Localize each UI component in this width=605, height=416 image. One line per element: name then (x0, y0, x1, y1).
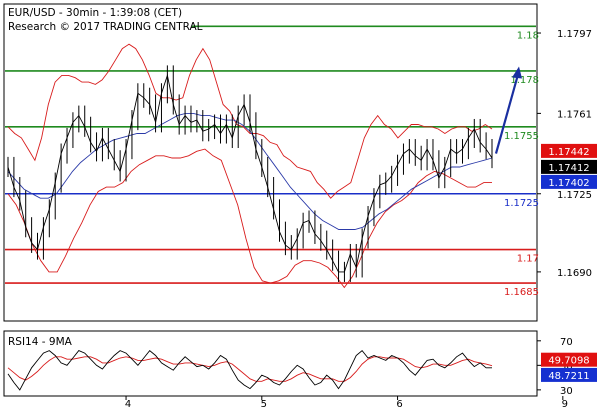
level-label: 1.1725 (504, 198, 539, 209)
time-tick-label: 5 (261, 399, 267, 410)
rsi-tick-label: 30 (560, 386, 573, 397)
level-label: 1.17 (517, 254, 539, 265)
price-tick-label: 1.1797 (557, 29, 592, 40)
time-axis: 456910 (125, 396, 568, 410)
level-label: 1.178 (510, 75, 539, 86)
rsi-panel-frame (3, 330, 538, 397)
level-label: 1.18 (517, 30, 539, 41)
rsi-tag (541, 352, 597, 367)
level-label: 1.1685 (504, 287, 539, 298)
bollinger-lower-line (7, 148, 492, 289)
rsi-axis: 70 50 30 49.7098 48.7211 (537, 337, 597, 397)
price-line (7, 73, 493, 273)
bollinger-upper-line (7, 43, 493, 199)
time-tick-label: 9 (562, 399, 568, 410)
chart-credit: Research © 2017 TRADING CENTRAL (8, 21, 203, 33)
price-tag-label: 1.17412 (548, 163, 589, 174)
price-tag (541, 159, 597, 174)
rsi-tick-label: 50 (560, 361, 573, 372)
rsi-panel-title: RSI14 - 9MA (8, 336, 73, 348)
rsi-tick-label: 70 (560, 337, 573, 348)
price-tag (541, 174, 597, 189)
price-series (7, 43, 522, 289)
time-tick-label: 4 (125, 399, 131, 410)
time-tick-label: 6 (396, 399, 402, 410)
rsi-tag (541, 367, 597, 382)
level-label: 1.1755 (504, 131, 539, 142)
rsi-tag-label: 49.7098 (548, 356, 589, 367)
price-tag-label: 1.17442 (548, 147, 589, 158)
price-tick-label: 1.1690 (557, 268, 592, 279)
price-tick-label: 1.1725 (557, 190, 592, 201)
support-resistance-levels: 1.18 1.178 1.1755 1.1725 1.17 1.1685 (5, 25, 539, 298)
forecast-arrow-head (512, 66, 522, 79)
rsi-line (7, 349, 492, 391)
price-tag-label: 1.17402 (548, 178, 589, 189)
price-tick-label: 1.1761 (557, 109, 592, 120)
rsi-series (7, 349, 493, 391)
price-axis: 1.1797 1.1761 1.1725 1.1690 1.17442 1.17412 1.… (537, 29, 597, 279)
chart-title: EUR/USD - 30min - 1:39:08 (CET) (8, 7, 182, 19)
rsi-tag-label: 48.7211 (548, 371, 589, 382)
forecast-arrow-shaft (494, 74, 520, 154)
price-tag (541, 143, 597, 158)
price-panel-frame (3, 3, 538, 322)
